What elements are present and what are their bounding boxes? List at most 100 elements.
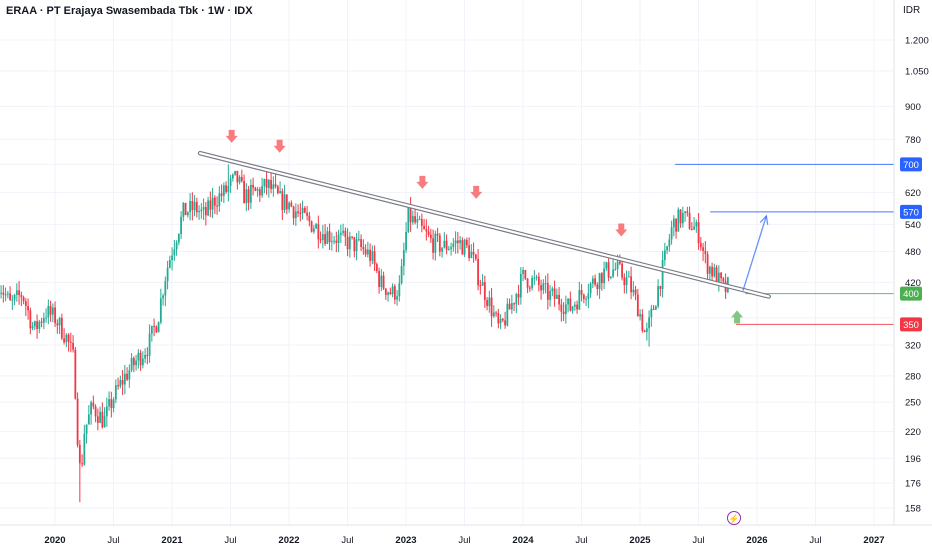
candle-body xyxy=(58,317,61,326)
candle-body xyxy=(605,262,608,269)
currency-label[interactable]: IDR xyxy=(903,5,921,16)
candle-body xyxy=(220,193,223,196)
candle-body xyxy=(364,249,367,255)
candle-body xyxy=(258,189,261,196)
candle-body xyxy=(263,179,266,187)
candle-body xyxy=(27,305,29,311)
candle-body xyxy=(459,240,461,244)
candle-body xyxy=(645,328,648,333)
candle-body xyxy=(47,305,50,318)
trendline-inner xyxy=(198,152,770,298)
candle-body xyxy=(283,194,286,211)
candle-body xyxy=(114,385,117,400)
candle-body xyxy=(594,278,596,285)
candle-body xyxy=(333,240,335,242)
candle-body xyxy=(22,297,25,302)
x-tick-label: Jul xyxy=(341,535,353,546)
candle-body xyxy=(182,202,185,217)
y-tick-label: 1.200 xyxy=(905,36,929,47)
candle-body xyxy=(310,221,313,232)
y-tick-label: 220 xyxy=(905,427,921,438)
candle-body xyxy=(288,202,290,210)
candle-body xyxy=(306,212,308,216)
candle-body xyxy=(177,233,180,243)
candle-body xyxy=(497,313,500,324)
candle-body xyxy=(315,224,317,229)
candle-body xyxy=(213,197,216,206)
candle-body xyxy=(18,290,20,296)
level-badge-400 xyxy=(900,286,922,301)
y-tick-label: 250 xyxy=(905,398,921,409)
price-axis[interactable]: 1.200 1.050 900 780 700 620 540 480 420 320 280 250… xyxy=(905,36,929,515)
candle-body xyxy=(551,288,554,292)
candle-body xyxy=(519,273,522,298)
candle-body xyxy=(238,176,241,183)
candle-body xyxy=(371,251,374,261)
candle-body xyxy=(544,283,547,285)
candle-body xyxy=(0,292,2,294)
projection-arrow-line[interactable] xyxy=(742,215,767,291)
horizontal-levels[interactable] xyxy=(675,163,894,325)
candle-body xyxy=(297,211,299,213)
candle-body xyxy=(479,285,482,287)
candle-body xyxy=(378,271,380,287)
candle-body xyxy=(558,294,560,305)
candle-body xyxy=(598,273,601,289)
candle-body xyxy=(517,294,520,298)
candle-body xyxy=(549,291,551,300)
candle-body xyxy=(688,212,691,229)
candlestick-series xyxy=(0,164,729,503)
candle-body xyxy=(468,245,470,259)
candle-body xyxy=(641,314,644,331)
candle-body xyxy=(416,219,419,223)
arrow-down-icon xyxy=(416,175,429,189)
candle-body xyxy=(240,176,243,181)
candle-body xyxy=(391,286,394,295)
candle-body xyxy=(171,255,173,260)
drawings[interactable] xyxy=(197,129,771,324)
candle-body xyxy=(526,278,529,288)
x-tick-label: 2022 xyxy=(278,535,299,546)
candle-body xyxy=(146,355,149,357)
candle-body xyxy=(128,370,131,380)
y-tick-label: 176 xyxy=(905,479,921,490)
candle-body xyxy=(423,225,425,230)
candle-body xyxy=(677,209,680,232)
candle-body xyxy=(312,228,315,232)
time-axis[interactable]: 2020 Jul 2021 Jul 2022 Jul 2023 Jul 2024 Jul 2025 J… xyxy=(44,535,884,546)
candle-body xyxy=(614,268,617,270)
candle-body xyxy=(164,281,167,296)
candle-body xyxy=(704,250,707,254)
candle-body xyxy=(139,352,142,366)
x-tick-label: 2024 xyxy=(512,535,534,546)
candle-body xyxy=(564,304,567,315)
y-tick-label: 158 xyxy=(905,504,921,515)
candle-body xyxy=(452,243,455,248)
candle-body xyxy=(348,236,351,250)
candle-body xyxy=(402,250,405,267)
candle-body xyxy=(398,283,401,297)
candle-body xyxy=(675,218,677,232)
candle-body xyxy=(699,243,702,248)
candle-body xyxy=(78,445,81,464)
candle-body xyxy=(87,414,90,425)
candle-body xyxy=(443,240,446,248)
candle-body xyxy=(432,238,434,253)
y-tick-label: 480 xyxy=(905,247,921,258)
candle-body xyxy=(474,254,477,259)
candle-body xyxy=(191,200,194,211)
candle-body xyxy=(317,224,320,240)
candle-body xyxy=(231,174,234,179)
candle-body xyxy=(96,416,99,423)
candle-body xyxy=(411,216,414,223)
lightning-event-icon[interactable]: ⚡ xyxy=(727,511,741,525)
candle-body xyxy=(252,184,254,188)
candle-body xyxy=(693,226,695,230)
y-tick-label: 196 xyxy=(905,454,921,465)
candle-body xyxy=(330,241,333,243)
candle-body xyxy=(150,325,153,334)
candle-body xyxy=(492,312,495,317)
candle-body xyxy=(652,308,655,310)
candle-body xyxy=(504,320,506,326)
